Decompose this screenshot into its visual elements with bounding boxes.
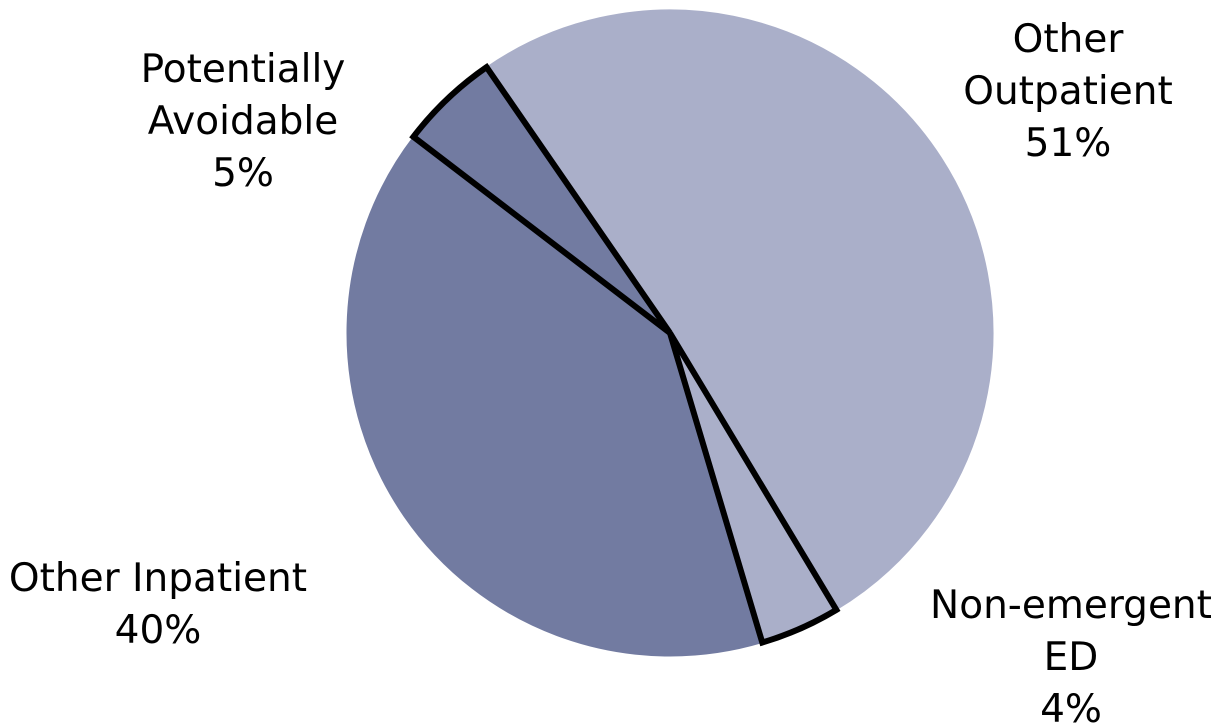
slice-percent: 4% [1040,687,1102,725]
slice-label-line: Potentially [141,47,346,92]
slice-label-line: Outpatient [963,69,1173,114]
slice-label-3: Other Inpatient 40% [9,556,307,653]
slice-label-4: Potentially Avoidable 5% [141,47,346,196]
slices-layer [346,9,994,657]
pie-slice-3 [346,136,763,657]
slice-label-line: Other Inpatient [9,556,307,601]
pie-slice-1 [485,9,994,611]
slice-label-line: ED [1044,635,1099,680]
labels-layer: Other Outpatient 51% Non-emergent ED 4% Other … [9,17,1212,725]
slice-outline-4 [409,62,673,336]
slice-percent: 40% [115,608,202,653]
slice-percent: 51% [1025,121,1112,166]
slice-label-line: Other [1013,17,1125,62]
slice-label-line: Non-emergent [930,583,1212,628]
outline-layer [409,62,841,647]
slice-label-1: Other Outpatient 51% [963,17,1173,166]
slice-label-line: Avoidable [148,99,338,144]
slice-outline-2 [667,331,841,647]
slice-label-2: Non-emergent ED 4% [930,583,1212,725]
slice-percent: 5% [212,151,274,196]
